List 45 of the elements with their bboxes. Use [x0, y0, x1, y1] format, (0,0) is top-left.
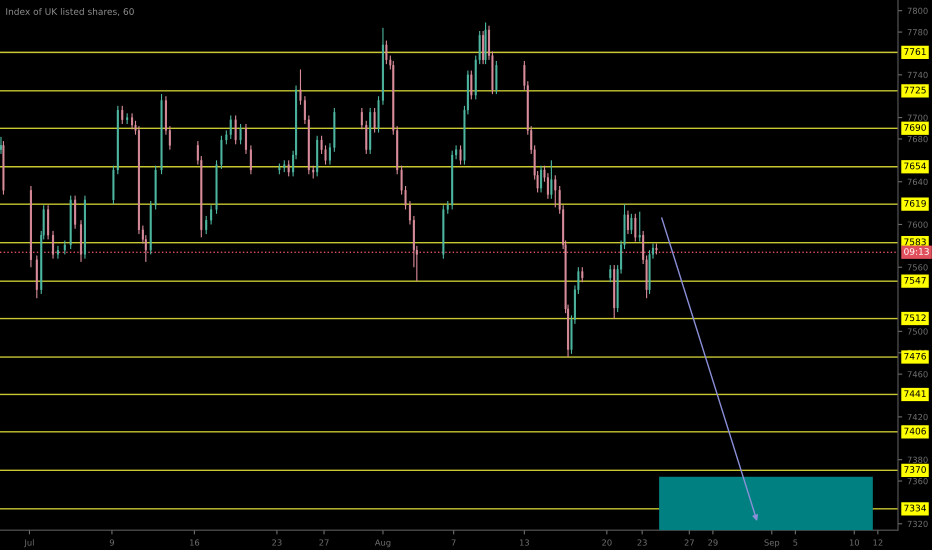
x-tick-label: Sep: [764, 539, 780, 548]
ref-line-label: 7725: [904, 86, 926, 94]
x-tick-label: 29: [708, 539, 718, 546]
ref-line-label: 7512: [904, 314, 926, 322]
y-tick-label: 7500: [908, 328, 928, 335]
y-tick-label: 7420: [908, 414, 928, 420]
text: Index of UK listed shares, 60: [6, 8, 134, 16]
y-tick-label: 7600: [908, 221, 928, 228]
x-tick-label: 16: [190, 539, 200, 546]
y-tick-label: 7740: [908, 72, 928, 78]
ref-line-label: 7547: [904, 277, 926, 284]
x-tick-label: 13: [520, 539, 529, 546]
y-tick-label: 7780: [908, 29, 928, 36]
x-tick-label: 10: [850, 539, 860, 546]
x-tick-label: 27: [684, 539, 694, 546]
y-tick-label: 7380: [908, 456, 928, 463]
y-tick-label: 7680: [908, 136, 928, 142]
ref-line-label: 7761: [904, 48, 926, 55]
x-tick-label: 5: [793, 539, 798, 546]
y-tick-label: 7700: [908, 114, 928, 121]
y-tick-label: 7460: [908, 371, 928, 378]
ref-line-label: 7690: [904, 124, 926, 131]
ref-line-label: 7334: [904, 504, 926, 512]
ref-line-label: 7370: [904, 466, 926, 473]
y-tick-label: 7800: [908, 8, 928, 14]
x-tick-label: 7: [452, 539, 456, 546]
ref-line-label: 7619: [904, 200, 926, 207]
ref-line-label: 7654: [904, 162, 926, 170]
y-tick-label: 7320: [908, 520, 928, 528]
ref-line-label: 7441: [904, 390, 926, 397]
x-tick-label: Aug: [374, 539, 390, 548]
x-tick-label: 12: [873, 539, 882, 546]
ref-line-label: 7406: [904, 428, 926, 434]
ref-line-label: 7476: [904, 352, 926, 360]
y-tick-label: 7560: [908, 264, 928, 271]
x-tick-label: Jul: [24, 539, 34, 548]
ref-line-label: 7583: [904, 238, 926, 246]
x-tick-label: 23: [272, 539, 282, 546]
x-tick-label: 20: [602, 539, 612, 546]
text: 09:13: [904, 248, 929, 255]
x-tick-label: 9: [110, 539, 114, 546]
y-tick-label: 7360: [908, 478, 928, 484]
y-tick-label: 7640: [908, 178, 928, 186]
x-tick-label: 23: [637, 539, 647, 546]
x-tick-label: 27: [319, 539, 329, 546]
